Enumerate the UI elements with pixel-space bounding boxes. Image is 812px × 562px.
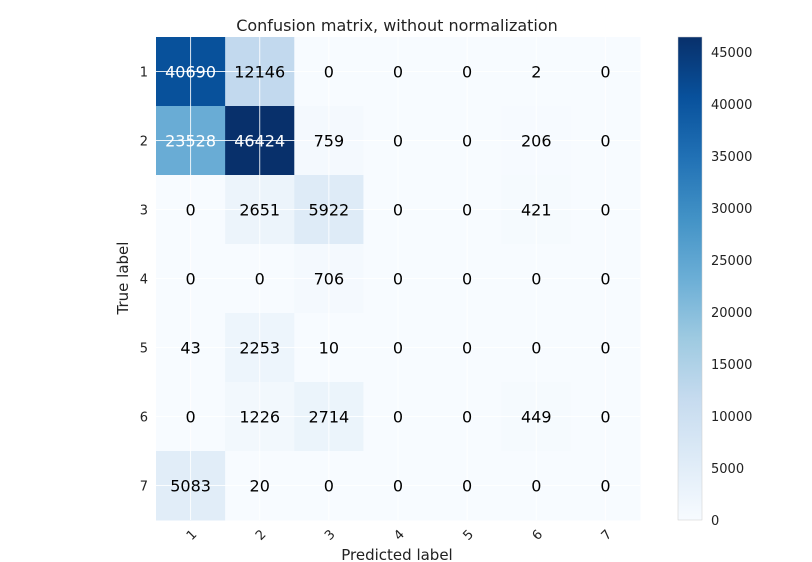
cell-value-label: 0: [462, 408, 472, 427]
cell-value-label: 0: [462, 270, 472, 289]
y-axis-label: True label: [114, 242, 132, 316]
cell-value-label: 0: [393, 270, 403, 289]
colorbar-tick-label: 0: [711, 514, 719, 529]
y-tick-label: 4: [140, 273, 148, 288]
cell-value-label: 0: [393, 339, 403, 358]
cell-value-label: 0: [600, 477, 610, 496]
cell-value-label: 5083: [170, 477, 211, 496]
cell-value-label: 0: [600, 63, 610, 82]
cell-value-label: 0: [531, 270, 541, 289]
cell-value-label: 0: [255, 270, 265, 289]
y-tick-label: 1: [140, 66, 148, 81]
cell-value-label: 0: [185, 201, 195, 220]
colorbar-tick-label: 30000: [711, 202, 752, 217]
y-tick-labels: 1 2 3 4 5 6 7: [140, 66, 148, 495]
cell-value-label: 0: [531, 339, 541, 358]
cell-value-label: 1226: [239, 408, 280, 427]
cell-value-label: 2253: [239, 339, 280, 358]
cell-value-label: 0: [324, 63, 334, 82]
x-tick-label: 1: [184, 527, 200, 543]
cell-value-label: 0: [462, 477, 472, 496]
colorbar-tick-label: 40000: [711, 98, 752, 113]
cell-value-label: 0: [462, 339, 472, 358]
cell-value-label: 0: [462, 132, 472, 151]
cell-value-label: 5922: [308, 201, 349, 220]
colorbar-tick-label: 15000: [711, 358, 752, 373]
cell-value-label: 0: [462, 63, 472, 82]
y-tick-label: 5: [140, 342, 148, 357]
cell-value-label: 0: [600, 201, 610, 220]
cell-value-label: 2: [531, 63, 541, 82]
x-tick-label: 7: [599, 527, 615, 543]
y-tick-label: 6: [140, 411, 148, 426]
cell-value-label: 0: [185, 270, 195, 289]
y-tick-label: 7: [140, 480, 148, 495]
x-tick-labels: 1 2 3 4 5 6 7: [184, 527, 615, 543]
x-tick-label: 5: [460, 527, 476, 543]
cell-value-label: 10: [319, 339, 339, 358]
cell-value-label: 40690: [165, 63, 216, 82]
cell-value-label: 43: [180, 339, 200, 358]
cell-value-label: 2714: [308, 408, 349, 427]
cell-value-label: 0: [393, 201, 403, 220]
cell-value-label: 2651: [239, 201, 280, 220]
chart-title: Confusion matrix, without normalization: [236, 16, 558, 35]
colorbar-tick-label: 45000: [711, 46, 752, 61]
cell-value-label: 46424: [234, 132, 285, 151]
grid-lines: [156, 37, 640, 520]
cell-value-label: 449: [521, 408, 552, 427]
cell-value-label: 0: [185, 408, 195, 427]
x-tick-label: 3: [322, 527, 338, 543]
x-axis-label: Predicted label: [341, 546, 452, 562]
colorbar-tick-label: 10000: [711, 410, 752, 425]
colorbar-tick-label: 5000: [711, 462, 744, 477]
colorbar: [677, 36, 703, 521]
y-tick-label: 2: [140, 135, 148, 150]
x-tick-label: 2: [253, 527, 269, 543]
colorbar-gradient: [677, 36, 703, 521]
cell-value-label: 0: [600, 339, 610, 358]
colorbar-tick-label: 20000: [711, 306, 752, 321]
cell-value-label: 23528: [165, 132, 216, 151]
cell-value-label: 0: [600, 132, 610, 151]
cell-value-label: 20: [250, 477, 270, 496]
x-tick-label: 6: [530, 527, 546, 543]
cell-value-label: 0: [393, 132, 403, 151]
y-tick-label: 3: [140, 204, 148, 219]
cell-value-label: 0: [393, 477, 403, 496]
cell-value-label: 12146: [234, 63, 285, 82]
cell-value-label: 0: [393, 408, 403, 427]
x-tick-label: 4: [391, 527, 407, 543]
cell-value-label: 0: [462, 201, 472, 220]
cell-value-label: 0: [531, 477, 541, 496]
colorbar-tick-label: 25000: [711, 254, 752, 269]
cell-value-label: 759: [314, 132, 345, 151]
colorbar-tick-labels: 0 5000 10000 15000 20000 25000 30000 35000 40000…: [711, 46, 752, 529]
cell-value-label: 0: [600, 408, 610, 427]
cell-value-label: 421: [521, 201, 552, 220]
cell-value-label: 706: [314, 270, 345, 289]
cell-value-label: 0: [393, 63, 403, 82]
cell-value-label: 206: [521, 132, 552, 151]
cell-value-label: 0: [324, 477, 334, 496]
cell-value-label: 0: [600, 270, 610, 289]
colorbar-tick-label: 35000: [711, 150, 752, 165]
